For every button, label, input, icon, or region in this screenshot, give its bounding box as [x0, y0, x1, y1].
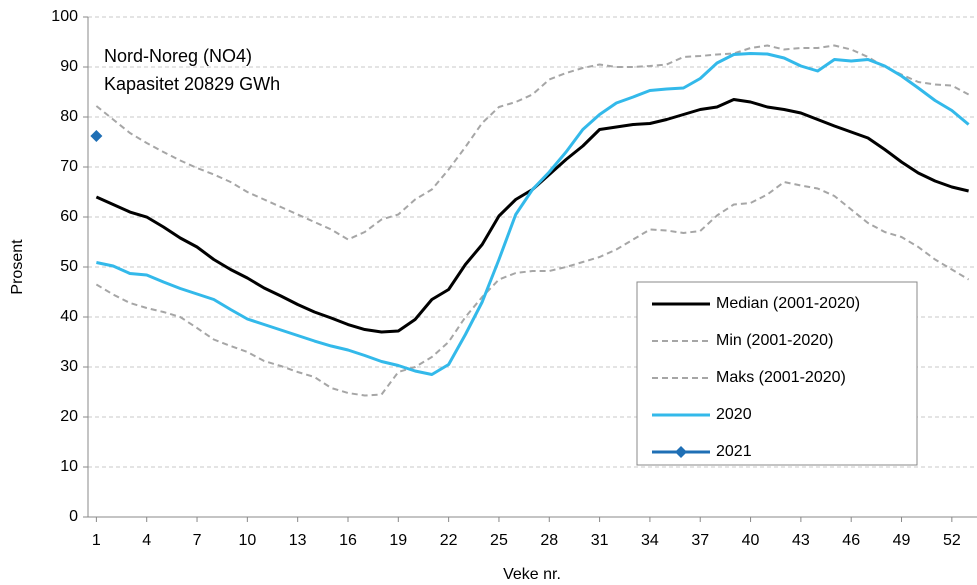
- legend-box: [636, 281, 918, 466]
- y-tick-label: 30: [60, 358, 78, 375]
- y-tick-label: 20: [60, 408, 78, 425]
- x-tick-label: 28: [540, 532, 558, 549]
- y-tick-label: 60: [60, 208, 78, 225]
- legend-marker: [675, 446, 687, 458]
- y-tick-label: 10: [60, 458, 78, 475]
- x-tick-label: 22: [440, 532, 458, 549]
- x-tick-label: 19: [389, 532, 407, 549]
- y-tick-label: 90: [60, 58, 78, 75]
- y-tick-label: 0: [69, 508, 78, 525]
- y-tick-label: 80: [60, 108, 78, 125]
- series-line: [96, 52, 970, 376]
- x-tick-label: 7: [193, 532, 202, 549]
- legend-label: 2021: [716, 443, 752, 460]
- chart-title: Nord-Noreg (NO4): [104, 46, 252, 66]
- legend-label: 2020: [716, 406, 752, 423]
- x-tick-label: 25: [490, 532, 508, 549]
- y-tick-label: 50: [60, 258, 78, 275]
- x-tick-label: 37: [691, 532, 709, 549]
- x-tick-label: 49: [893, 532, 911, 549]
- x-tick-label: 46: [842, 532, 860, 549]
- legend-label: Maks (2001-2020): [716, 369, 846, 386]
- x-tick-label: 10: [238, 532, 256, 549]
- x-tick-label: 43: [792, 532, 810, 549]
- y-axis-label: Prosent: [9, 239, 26, 295]
- x-tick-label: 4: [142, 532, 151, 549]
- point-marker: [90, 130, 103, 142]
- legend-label: Median (2001-2020): [716, 295, 860, 312]
- x-tick-label: 16: [339, 532, 357, 549]
- x-tick-label: 1: [92, 532, 101, 549]
- x-tick-label: 40: [742, 532, 760, 549]
- y-tick-label: 100: [51, 8, 78, 25]
- series-line: [95, 181, 970, 397]
- chart-subtitle: Kapasitet 20829 GWh: [104, 74, 280, 94]
- x-tick-label: 34: [641, 532, 659, 549]
- x-axis-label: Veke nr.: [503, 566, 561, 583]
- x-tick-label: 52: [943, 532, 961, 549]
- y-tick-label: 70: [60, 158, 78, 175]
- legend-label: Min (2001-2020): [716, 332, 833, 349]
- x-tick-label: 31: [591, 532, 609, 549]
- y-tick-label: 40: [60, 308, 78, 325]
- x-tick-label: 13: [289, 532, 307, 549]
